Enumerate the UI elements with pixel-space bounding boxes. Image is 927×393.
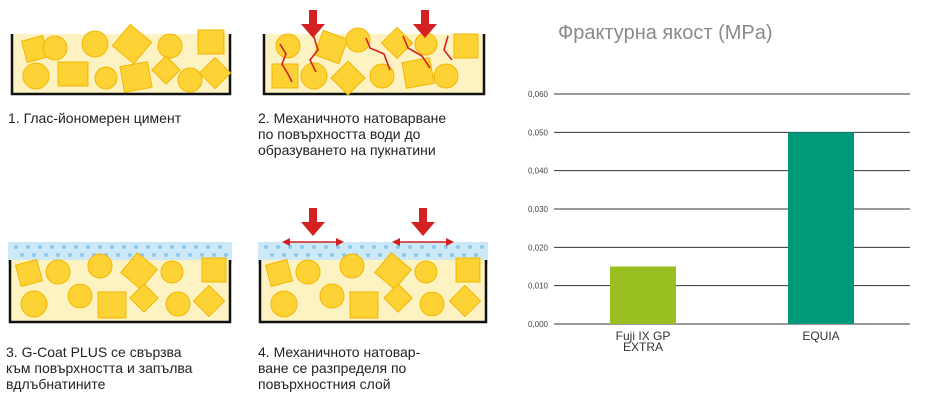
- caption-1: 1. Глас-йономерен цимент: [8, 110, 182, 126]
- chart-title: Фрактурна якост (MPa): [558, 22, 773, 44]
- crack-lines: [279, 33, 453, 83]
- panel-3-coating-illustration: [8, 242, 232, 324]
- panel-4-distribution-illustration: [258, 208, 488, 324]
- coat-dots: [14, 245, 228, 257]
- distribution-arrow-icon: [282, 238, 454, 246]
- cement-particles: [20, 23, 232, 93]
- y-tick-label: 0,010: [528, 282, 549, 291]
- panel-1-cement-illustration: [10, 23, 232, 96]
- load-arrow-icon: [301, 10, 437, 38]
- cement-particles: [14, 251, 227, 319]
- load-arrow-icon: [301, 208, 435, 236]
- y-tick-label: 0,030: [528, 205, 549, 214]
- panel-2-crack-illustration: [262, 10, 486, 96]
- caption-2: 2. Механичното натоварване по повърхност…: [258, 110, 447, 158]
- y-tick-label: 0,060: [528, 90, 549, 99]
- y-tick-label: 0,040: [528, 167, 549, 176]
- caption-4: 4. Механичното натовар- ване се разпреде…: [258, 344, 421, 392]
- bar: [788, 132, 854, 324]
- cement-particles: [264, 251, 482, 319]
- x-category-label: EQUIA: [802, 329, 839, 343]
- coat-dots: [264, 245, 484, 257]
- fracture-strength-chart: 0,000 0,010 0,020 0,030 0,040 0,050 0,060 Fuji…: [528, 90, 910, 354]
- cement-particles: [271, 26, 479, 96]
- x-category-label: Fuji IX GP EXTRA: [616, 329, 671, 354]
- y-tick-label: 0,000: [528, 320, 549, 329]
- y-tick-label: 0,050: [528, 128, 549, 137]
- y-tick-label: 0,020: [528, 243, 549, 252]
- cement-container: [10, 23, 232, 96]
- bar: [610, 266, 676, 324]
- caption-3: 3. G-Coat PLUS се свързва към повърхност…: [6, 344, 193, 392]
